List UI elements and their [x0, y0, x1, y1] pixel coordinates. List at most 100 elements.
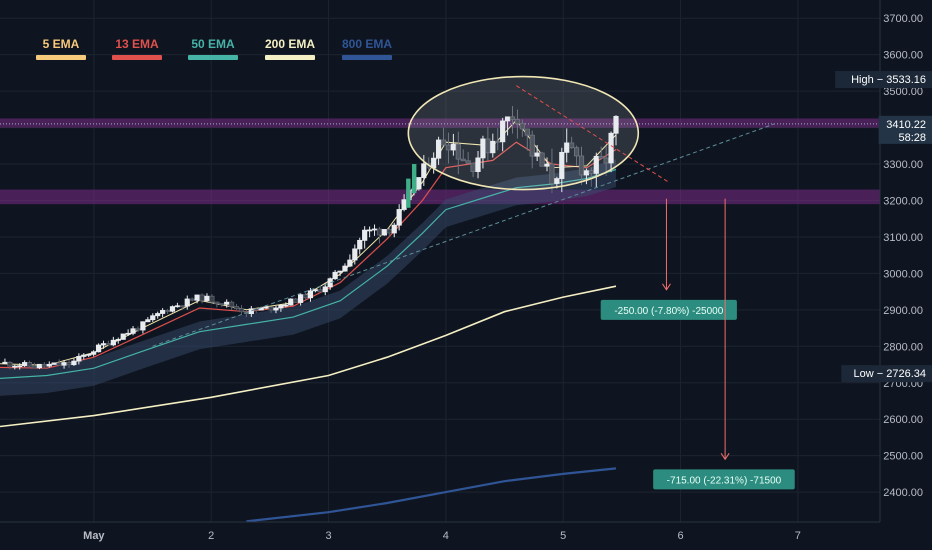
projection-box	[600, 299, 737, 320]
candle-body	[554, 178, 560, 184]
candle-body	[91, 351, 97, 355]
candle-body	[519, 123, 525, 130]
candle-body	[549, 163, 555, 184]
candle-body	[347, 259, 353, 267]
legend-entry-swatch	[112, 55, 162, 60]
price-badge-label: High − 3533.16	[851, 74, 926, 86]
candle-body	[174, 305, 181, 308]
candles	[2, 106, 619, 370]
time-axis[interactable]: May 2 3 4 5 6 7	[0, 521, 880, 542]
candle-body	[480, 138, 486, 159]
legend-entry-swatch	[342, 55, 392, 60]
candle-body	[214, 301, 220, 305]
candle-body	[342, 265, 348, 272]
legend-entry-swatch	[188, 55, 238, 60]
candle-body	[613, 115, 619, 134]
price-tick-label: 2900.00	[883, 305, 923, 317]
candle-body	[544, 163, 550, 167]
candle-body	[578, 155, 585, 176]
candle-body	[120, 333, 126, 340]
candle-body	[490, 140, 496, 154]
price-badge	[841, 365, 932, 383]
candle-body	[164, 310, 171, 312]
candle-body	[140, 321, 146, 331]
candle-body	[199, 294, 205, 302]
candle-body	[115, 339, 121, 341]
candle-body	[495, 140, 501, 143]
trend-line	[515, 85, 670, 183]
candle-body	[135, 328, 141, 331]
candle-body	[396, 209, 402, 226]
candle-body	[273, 307, 279, 311]
candle-body	[81, 354, 87, 357]
candle-body	[416, 177, 422, 190]
candle-body	[569, 142, 575, 149]
candle-body	[155, 313, 161, 317]
candle-body	[307, 290, 314, 299]
pattern-ellipse	[407, 75, 640, 191]
candle-body	[229, 301, 235, 307]
candle-body	[51, 362, 57, 365]
candle-body	[258, 307, 264, 311]
candle-body	[500, 120, 506, 143]
candle-body	[278, 304, 284, 309]
supply-zones	[0, 118, 880, 205]
legend-entry-label: 13 EMA	[115, 37, 159, 51]
candle-body	[460, 158, 466, 162]
candle-body	[248, 308, 254, 315]
candle-body	[160, 310, 166, 314]
projection-label: -715.00 (-22.31%) -71500	[667, 475, 782, 486]
price-tick-label: 2800.00	[883, 341, 923, 353]
candle-body	[352, 248, 358, 261]
candle-body	[184, 298, 190, 307]
candle-body	[71, 360, 77, 366]
price-tick-label: 3100.00	[883, 232, 923, 244]
candle-body	[337, 270, 343, 273]
candle-body	[421, 163, 427, 178]
candle-body	[440, 139, 447, 146]
time-tick-label: 5	[560, 530, 566, 542]
candle-body	[263, 306, 269, 309]
zone-band	[0, 189, 880, 205]
candle-body	[485, 138, 491, 154]
candle-body	[110, 339, 116, 346]
candle-body	[524, 128, 530, 136]
candle-body	[366, 229, 373, 232]
time-tick-label: 3	[325, 530, 331, 542]
candle-body	[288, 298, 294, 306]
candle-body	[169, 306, 176, 312]
legend-entry-label: 800 EMA	[342, 37, 392, 51]
price-tick-label: 2600.00	[883, 414, 923, 426]
projection-box	[653, 469, 795, 490]
candle-body	[475, 157, 481, 172]
candle-body	[509, 116, 516, 120]
candle-body	[470, 162, 476, 172]
candle-body	[603, 157, 609, 164]
time-tick-label: 6	[677, 530, 683, 542]
price-badge-label: Low − 2726.34	[854, 368, 926, 380]
time-tick-label: 2	[208, 530, 214, 542]
candle-body	[564, 142, 570, 153]
candle-body	[283, 304, 289, 307]
candle-body	[76, 356, 82, 362]
price-tick-label: 3000.00	[883, 268, 923, 280]
candle-body	[194, 294, 200, 301]
candle-body	[238, 308, 245, 313]
candle-body	[100, 343, 107, 346]
candle-body	[189, 298, 195, 301]
candle-body	[391, 224, 397, 234]
candle-body	[12, 365, 18, 368]
zone-band	[0, 118, 880, 128]
ema50-line	[0, 168, 617, 379]
price-axis[interactable]: 3700.003600.003500.003400.003300.003200.…	[879, 0, 923, 522]
pattern-drawings	[152, 75, 775, 347]
candle-body	[224, 301, 230, 305]
candle-body	[36, 363, 43, 369]
candle-body	[539, 152, 545, 167]
ema50-channel	[0, 159, 616, 396]
candle-body	[268, 306, 274, 311]
price-badge-label: 3410.22	[886, 119, 926, 131]
ema-legend: 5 EMA 13 EMA 50 EMA 200 EMA 800 EMA	[36, 37, 392, 60]
